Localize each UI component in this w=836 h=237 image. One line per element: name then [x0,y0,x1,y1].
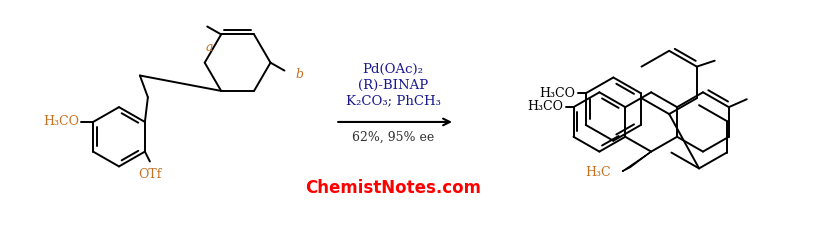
Text: H₃CO: H₃CO [528,100,563,113]
Text: Pd(OAc)₂: Pd(OAc)₂ [363,63,424,76]
Text: ChemistNotes.com: ChemistNotes.com [305,179,481,197]
Text: OTf: OTf [138,169,161,181]
Text: H₃C: H₃C [586,166,611,179]
Text: 62%, 95% ee: 62%, 95% ee [352,130,434,143]
Text: H₃CO: H₃CO [43,115,79,128]
Polygon shape [622,152,651,171]
Text: K₂CO₃; PhCH₃: K₂CO₃; PhCH₃ [345,95,441,108]
Text: a: a [206,41,213,54]
Text: b: b [295,68,303,81]
Text: (R)-BINAP: (R)-BINAP [358,79,428,92]
Text: H₃CO: H₃CO [540,87,576,100]
